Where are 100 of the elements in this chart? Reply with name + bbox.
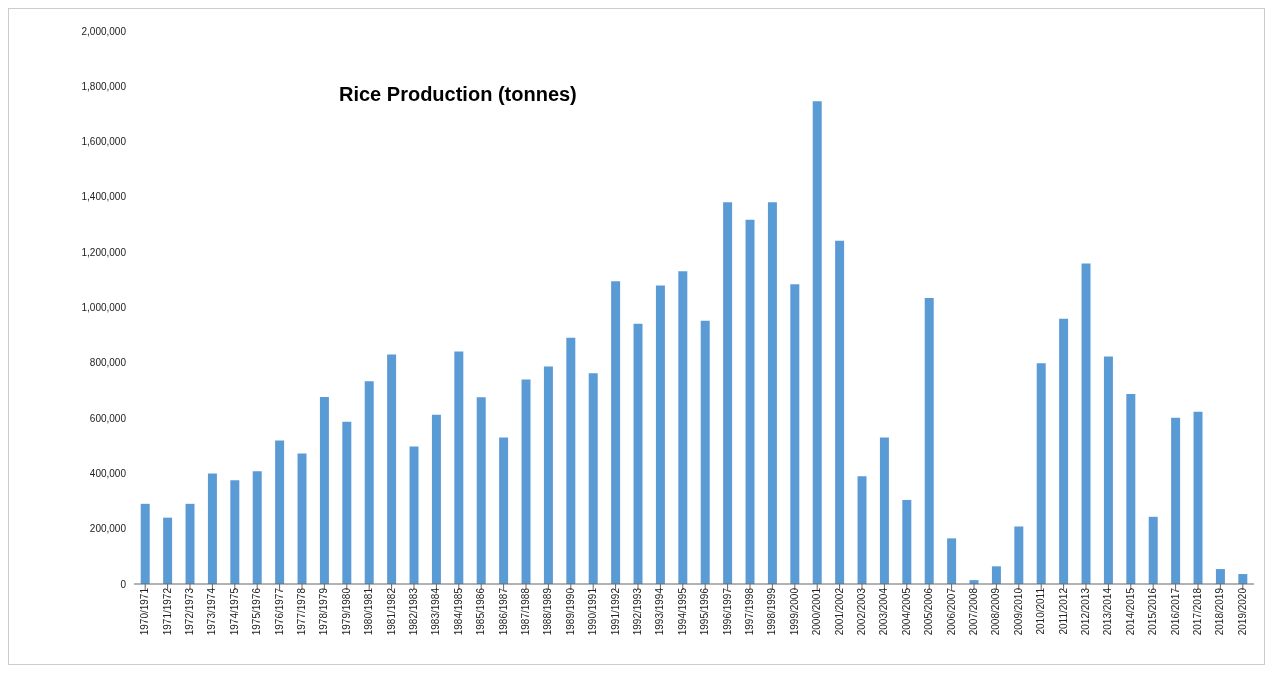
bar: [499, 437, 509, 584]
bar: [723, 202, 733, 584]
x-tick-label: 1979/1980: [340, 587, 352, 636]
bar: [678, 271, 688, 584]
x-tick-label: 1994/1995: [676, 587, 688, 636]
x-tick-label: 1970/1971: [139, 587, 151, 636]
bar: [1126, 394, 1136, 584]
x-tick-label: 1973/1974: [206, 587, 218, 636]
x-tick-label: 2008/2009: [990, 587, 1002, 636]
bar: [297, 453, 307, 584]
bar: [767, 202, 777, 584]
x-tick-label: 1977/1978: [296, 587, 308, 636]
bar: [454, 351, 464, 584]
x-tick-label: 2017/2018: [1192, 587, 1204, 636]
bar: [611, 281, 621, 584]
x-tick-label: 1978/1979: [318, 587, 330, 636]
bar: [230, 480, 240, 584]
x-tick-label: 2005/2006: [923, 587, 935, 636]
y-tick-label: 200,000: [89, 523, 127, 535]
x-tick-label: 2016/2017: [1169, 587, 1181, 636]
bar: [745, 219, 755, 584]
bar: [1193, 411, 1203, 584]
x-tick-label: 1980/1981: [363, 587, 375, 636]
bar: [163, 517, 173, 584]
x-tick-label: 1975/1976: [251, 587, 263, 636]
bar: [857, 476, 867, 584]
x-tick-label: 1971/1972: [161, 587, 173, 636]
x-tick-label: 1982/1983: [408, 587, 420, 636]
x-tick-label: 1972/1973: [184, 587, 196, 636]
bar: [342, 421, 352, 584]
bar: [521, 379, 531, 584]
y-tick-label: 0: [120, 578, 127, 590]
x-tick-label: 2011/2012: [1057, 587, 1069, 635]
x-tick-label: 1995/1996: [699, 587, 711, 636]
x-tick-label: 1984/1985: [452, 587, 464, 636]
bar: [409, 446, 419, 584]
bar: [879, 437, 889, 584]
y-tick-label: 800,000: [89, 357, 127, 369]
x-tick-label: 2018/2019: [1214, 587, 1226, 636]
bar: [633, 323, 643, 584]
x-tick-label: 1990/1991: [587, 587, 599, 636]
bar: [902, 499, 912, 584]
bar: [252, 471, 262, 584]
x-tick-label: 1985/1986: [475, 587, 487, 636]
x-tick-label: 2001/2002: [833, 587, 845, 636]
bar: [1081, 263, 1091, 584]
bar: [387, 354, 397, 584]
bar: [1215, 569, 1225, 584]
y-tick-label: 400,000: [89, 467, 127, 479]
bar: [140, 503, 150, 584]
y-tick-label: 2,000,000: [81, 25, 127, 37]
x-tick-label: 1998/1999: [766, 587, 778, 636]
x-tick-label: 1974/1975: [228, 587, 240, 636]
bar: [1171, 417, 1181, 584]
bar: [319, 397, 329, 584]
bar: [588, 373, 598, 584]
x-tick-label: 2014/2015: [1124, 587, 1136, 636]
bar: [543, 366, 553, 584]
x-tick-label: 1983/1984: [430, 587, 442, 636]
bar: [1103, 356, 1113, 584]
y-tick-label: 1,600,000: [81, 136, 127, 148]
bar: [566, 337, 576, 584]
x-tick-label: 1988/1989: [542, 587, 554, 636]
x-tick-label: 1976/1977: [273, 587, 285, 636]
x-tick-label: 1989/1990: [564, 587, 576, 636]
bar: [1014, 526, 1024, 584]
bar: [1036, 363, 1046, 584]
x-tick-label: 1999/2000: [788, 587, 800, 636]
bar: [476, 397, 486, 584]
y-tick-label: 1,200,000: [81, 246, 127, 258]
bar: [812, 101, 822, 584]
bar: [364, 381, 374, 584]
x-tick-label: 2007/2008: [968, 587, 980, 636]
x-tick-label: 2006/2007: [945, 587, 957, 636]
x-tick-label: 2010/2011: [1035, 587, 1047, 635]
bar: [207, 473, 217, 584]
text: Rice Production (tonnes): [339, 83, 577, 106]
x-tick-label: 1996/1997: [721, 587, 733, 636]
x-tick-label: 1986/1987: [497, 587, 509, 636]
x-tick-label: 2002/2003: [856, 587, 868, 636]
x-tick-label: 2003/2004: [878, 587, 890, 636]
bar: [947, 538, 957, 584]
bar: [1148, 516, 1158, 584]
x-tick-label: 2009/2010: [1012, 587, 1024, 636]
x-tick-label: 1993/1994: [654, 587, 666, 636]
bar: [431, 414, 441, 584]
x-tick-label: 2013/2014: [1102, 587, 1114, 636]
x-tick-label: 1991/1992: [609, 587, 621, 636]
bar: [275, 440, 285, 584]
x-tick-label: 1992/1993: [632, 587, 644, 636]
x-tick-label: 2000/2001: [811, 587, 823, 636]
y-tick-label: 600,000: [89, 412, 127, 424]
y-tick-label: 1,800,000: [81, 80, 127, 92]
bar: [185, 503, 195, 584]
y-tick-label: 1,000,000: [81, 302, 127, 314]
x-tick-label: 2019/2020: [1236, 587, 1248, 636]
bar: [1059, 318, 1069, 584]
x-tick-label: 2012/2013: [1080, 587, 1092, 636]
bar: [790, 284, 800, 584]
y-tick-label: 1,400,000: [81, 191, 127, 203]
